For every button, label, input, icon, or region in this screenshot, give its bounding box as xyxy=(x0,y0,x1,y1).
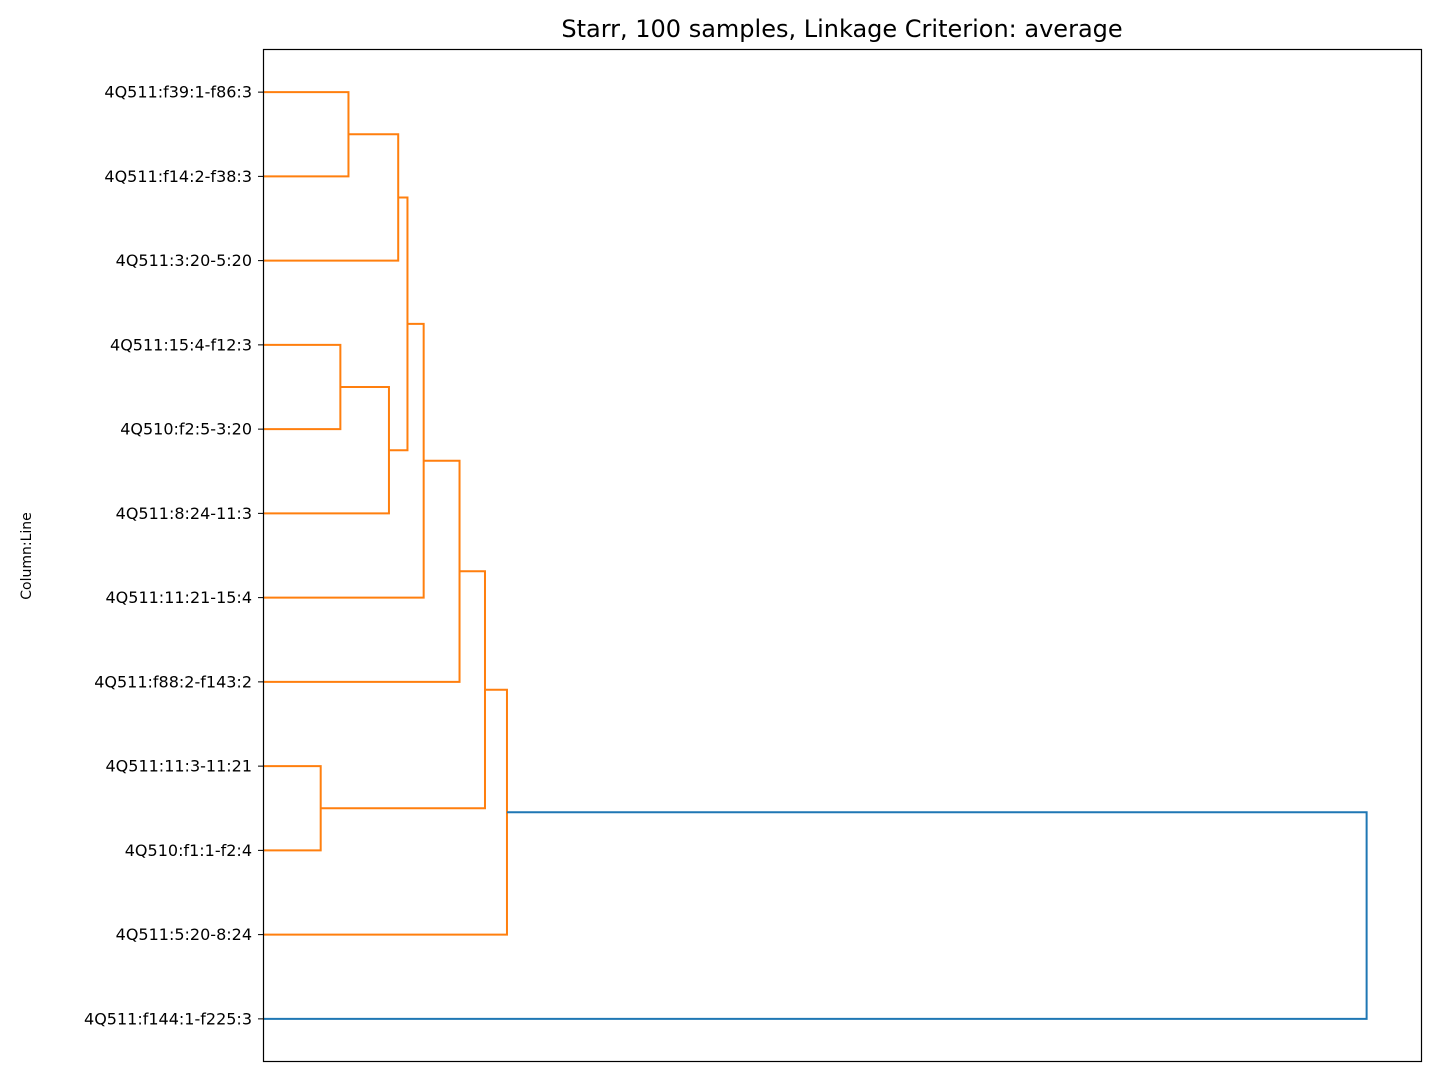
dendrogram-link xyxy=(264,322,425,599)
leaf-label: 4Q511:f14:2-f38:3 xyxy=(104,167,252,186)
leaf-label: 4Q511:11:21-15:4 xyxy=(105,588,252,607)
y-axis-label: Column:Line xyxy=(19,512,35,600)
dendrogram-link xyxy=(264,459,461,683)
dendrogram-links xyxy=(264,91,1368,1020)
leaf-label: 4Q510:f1:1-f2:4 xyxy=(125,841,252,860)
leaf-ticks: 4Q511:f39:1-f86:3 4Q511:f14:2-f38:3 4Q511:… xyxy=(84,83,264,1028)
dendrogram-link xyxy=(264,343,342,431)
leaf-label: 4Q511:8:24-11:3 xyxy=(116,504,252,523)
leaf-label: 4Q511:f144:1-f225:3 xyxy=(84,1009,252,1028)
dendrogram-link xyxy=(264,386,390,515)
dendrogram-link xyxy=(264,765,322,852)
dendrogram-link xyxy=(264,91,350,178)
plot-area-frame xyxy=(262,48,1423,1063)
chart-title: Starr, 100 samples, Linkage Criterion: a… xyxy=(561,15,1122,43)
leaf-label: 4Q511:15:4-f12:3 xyxy=(110,335,252,354)
leaf-label: 4Q511:3:20-5:20 xyxy=(116,251,252,270)
dendrogram-link xyxy=(264,811,1368,1020)
leaf-label: 4Q510:f2:5-3:20 xyxy=(120,420,252,439)
dendrogram-link xyxy=(264,133,400,262)
dendrogram-link xyxy=(264,688,508,936)
leaf-label: 4Q511:5:20-8:24 xyxy=(116,925,252,944)
leaf-label: 4Q511:11:3-11:21 xyxy=(105,757,252,776)
leaf-label: 4Q511:f39:1-f86:3 xyxy=(104,83,252,102)
leaf-label: 4Q511:f88:2-f143:2 xyxy=(94,672,252,691)
